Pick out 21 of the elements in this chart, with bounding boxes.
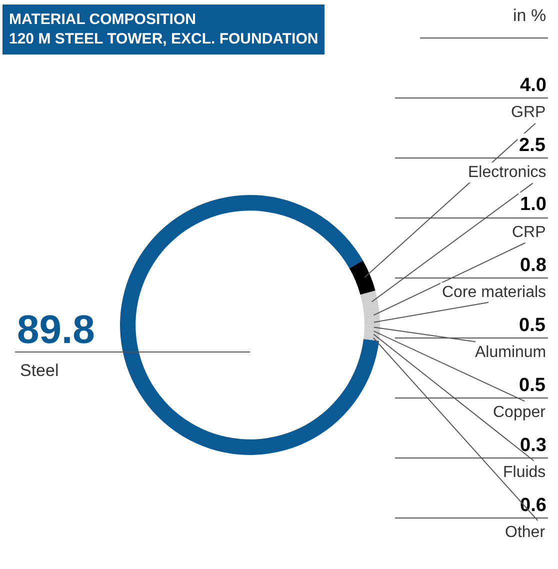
data-label: 0.5	[519, 375, 546, 396]
slice-label: Other	[505, 524, 546, 541]
data-label: 1.0	[520, 194, 546, 215]
donut-slice	[349, 260, 376, 295]
data-label: 2.5	[519, 135, 546, 156]
slice-label: GRP	[511, 104, 546, 121]
data-label: 0.5	[519, 315, 546, 336]
slice-label: Aluminum	[475, 344, 546, 361]
slice-label: CRP	[512, 224, 546, 241]
chart-title: MATERIAL COMPOSITION 120 M STEEL TOWER, EXCL. FOUNDATION	[9, 11, 318, 48]
chart-subtitle: in %	[513, 6, 546, 25]
slice-label: Fluids	[503, 464, 546, 481]
donut-slice	[120, 195, 380, 455]
slice-label: Copper	[493, 404, 546, 421]
data-label: 0.3	[520, 435, 546, 456]
slice-label: Electronics	[468, 164, 546, 181]
data-label: 89.8	[17, 308, 95, 352]
data-label: 4.0	[520, 75, 546, 96]
slice-label: Core materials	[442, 284, 546, 301]
data-label: 0.8	[520, 255, 546, 276]
slice-label: Steel	[20, 361, 59, 380]
